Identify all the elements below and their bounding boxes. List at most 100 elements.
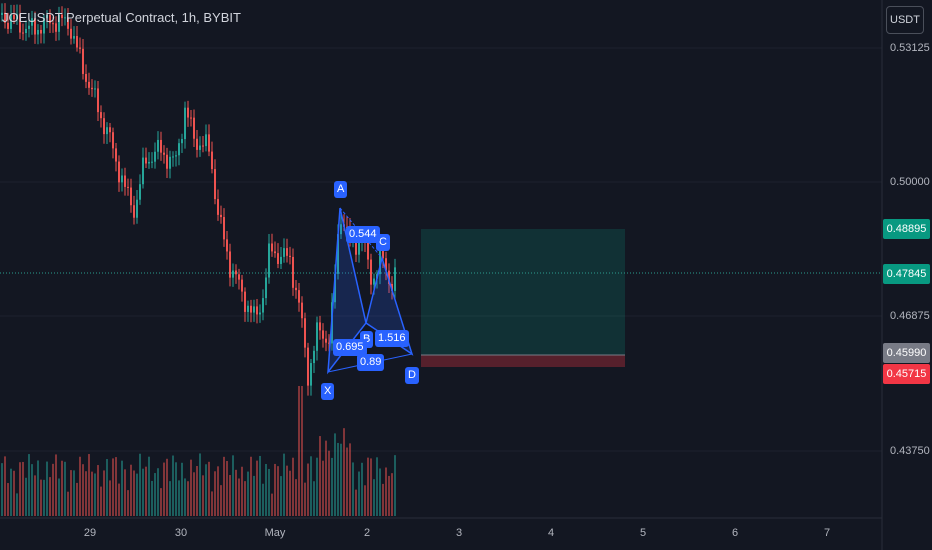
volume-bar — [232, 455, 234, 516]
candle-body — [190, 117, 192, 119]
candle-body — [61, 14, 63, 19]
candle-body — [178, 143, 180, 156]
volume-bar — [289, 470, 291, 516]
candle-body — [103, 118, 105, 135]
volume-bar — [43, 479, 45, 516]
volume-bar — [61, 460, 63, 516]
candle-body — [223, 217, 225, 240]
candle-body — [379, 250, 381, 275]
volume-bar — [34, 475, 36, 516]
volume-bar — [214, 471, 216, 516]
volume-bar — [145, 466, 147, 516]
candle-body — [340, 224, 342, 235]
candle-body — [310, 363, 312, 386]
candle-body — [304, 318, 306, 348]
volume-bar — [58, 478, 60, 516]
candle-body — [109, 127, 111, 133]
candle-body — [289, 255, 291, 257]
volume-bar — [154, 473, 156, 516]
candle-body — [196, 138, 198, 150]
volume-bar — [151, 480, 153, 516]
candle-body — [187, 107, 189, 118]
volume-bar — [313, 481, 315, 516]
candle-body — [88, 81, 90, 88]
volume-bar — [340, 443, 342, 516]
price-axis-label: 0.50000 — [890, 176, 930, 188]
candle-body — [118, 161, 120, 183]
volume-bar — [301, 386, 303, 516]
volume-bar — [118, 483, 120, 516]
candle-body — [106, 127, 108, 135]
candle-body — [76, 36, 78, 48]
candle-body — [319, 322, 321, 331]
long-position-tool[interactable] — [421, 229, 625, 367]
volume-bar — [49, 477, 51, 516]
volume-bar — [181, 462, 183, 516]
candle-body — [16, 14, 18, 20]
volume-bar — [220, 485, 222, 516]
volume-bar — [106, 459, 108, 516]
candle-body — [94, 88, 96, 90]
volume-bar — [199, 453, 201, 516]
volume-bar — [16, 493, 18, 516]
volume-bar — [259, 455, 261, 516]
volume-bar — [25, 477, 27, 516]
target-price-tag: 0.48895 — [883, 219, 930, 239]
currency-button[interactable]: USDT — [886, 6, 924, 34]
candle-body — [259, 312, 261, 315]
volume-bar — [64, 461, 66, 516]
candle-body — [136, 199, 138, 218]
candle-body — [31, 18, 33, 26]
candle-body — [373, 278, 375, 285]
candle-body — [166, 154, 168, 169]
volume-bar — [46, 461, 48, 516]
candle-body — [358, 242, 360, 255]
volume-bar — [208, 461, 210, 516]
volume-bar — [91, 471, 93, 516]
volume-bar — [133, 470, 135, 516]
price-axis-label: 0.43750 — [890, 445, 930, 457]
volume-bar — [187, 481, 189, 516]
candle-body — [286, 248, 288, 256]
volume-bar — [268, 468, 270, 516]
volume-bar — [85, 471, 87, 516]
volume-bar — [211, 491, 213, 516]
volume-bar — [316, 457, 318, 516]
volume-bar — [286, 465, 288, 516]
ratio-xb: 0.695 — [333, 339, 367, 356]
candle-body — [100, 112, 102, 119]
candle-body — [58, 14, 60, 32]
candle-body — [34, 18, 36, 35]
candle-body — [280, 256, 282, 264]
candle-body — [313, 350, 315, 364]
volume-bar — [226, 460, 228, 516]
volume-bar — [298, 386, 300, 516]
candle-body — [49, 14, 51, 24]
candle-body — [229, 251, 231, 278]
candle-body — [226, 239, 228, 252]
volume-bar — [196, 466, 198, 516]
volume-bar — [325, 440, 327, 516]
candle-body — [79, 47, 81, 49]
volume-bar — [67, 491, 69, 516]
candle-body — [307, 347, 309, 386]
candle-body — [184, 107, 186, 140]
candle-body — [262, 298, 264, 313]
candle-body — [367, 242, 369, 260]
profit-zone — [421, 229, 625, 355]
candle-body — [37, 29, 39, 35]
volume-bar — [274, 463, 276, 516]
candle-body — [244, 291, 246, 312]
time-axis-label: 6 — [731, 527, 739, 539]
pattern-point-x: X — [321, 383, 335, 400]
volume-bar — [94, 473, 96, 516]
symbol-title[interactable]: JOEUSDT Perpetual Contract, 1h, BYBIT — [2, 10, 241, 25]
volume-bar — [271, 493, 273, 516]
candle-body — [199, 145, 201, 150]
stop-price-tag: 0.45715 — [883, 364, 930, 384]
candle-body — [46, 14, 48, 19]
candle-body — [148, 161, 150, 164]
candle-body — [322, 330, 324, 339]
candle-body — [250, 305, 252, 313]
